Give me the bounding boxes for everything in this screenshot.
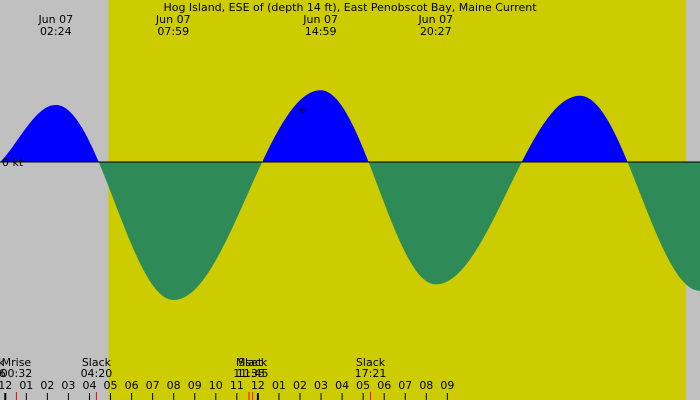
hour-label-1: 12	[0, 379, 12, 392]
hour-label-3: 02	[40, 379, 54, 392]
hour-label-12: 11	[230, 379, 244, 392]
flood-area-5	[522, 95, 628, 162]
hour-label-7: 06	[125, 379, 139, 392]
peak-time-1: 07:59	[157, 25, 189, 38]
event-name-0: Slack	[0, 356, 5, 369]
hour-label-20: 07	[398, 379, 412, 392]
current-time-marker: +	[297, 104, 306, 117]
hour-label-6: 05	[104, 379, 118, 392]
event-name-4: Slack	[238, 356, 268, 369]
hour-label-2: 01	[19, 379, 33, 392]
hour-label-13: 12	[251, 379, 265, 392]
event-name-3: Mset	[236, 356, 263, 369]
hour-label-15: 02	[293, 379, 307, 392]
ebb-area-4	[369, 162, 522, 285]
hour-label-10: 09	[188, 379, 202, 392]
event-name-5: Slack	[356, 356, 386, 369]
event-time-1: 00:32	[1, 367, 33, 380]
peak-time-2: 14:59	[305, 25, 337, 38]
event-time-0: 23:16	[0, 367, 6, 380]
flood-area-3	[263, 90, 369, 162]
ebb-area-6	[628, 162, 700, 291]
peak-date-0: Jun 07	[37, 13, 73, 26]
hour-label-16: 03	[314, 379, 328, 392]
event-labels: Slack23:16Mrise00:32Slack04:20Mset11:35S…	[0, 356, 386, 400]
hour-label-17: 04	[335, 379, 349, 392]
hour-label-22: 09	[440, 379, 454, 392]
event-time-5: 17:21	[355, 367, 387, 380]
flood-area-1	[1, 105, 99, 162]
hour-label-4: 03	[61, 379, 75, 392]
peak-date-2: Jun 07	[302, 13, 338, 26]
peak-date-3: Jun 07	[417, 13, 453, 26]
hour-label-14: 01	[272, 379, 286, 392]
chart-title: Hog Island, ESE of (depth 14 ft), East P…	[163, 1, 537, 14]
peak-time-0: 02:24	[40, 25, 72, 38]
event-time-3: 11:35	[233, 367, 265, 380]
event-time-2: 04:20	[81, 367, 113, 380]
event-name-2: Slack	[82, 356, 112, 369]
hour-label-19: 06	[377, 379, 391, 392]
hour-label-21: 08	[419, 379, 433, 392]
hour-axis: 1112010203040506070809101112010203040506…	[0, 379, 454, 400]
hour-label-8: 07	[146, 379, 160, 392]
ebb-area-2	[99, 162, 263, 300]
hour-label-5: 04	[82, 379, 96, 392]
hour-label-18: 05	[356, 379, 370, 392]
peak-date-1: Jun 07	[155, 13, 191, 26]
peak-time-3: 20:27	[420, 25, 452, 38]
current-curve	[0, 90, 700, 300]
hour-label-11: 10	[209, 379, 223, 392]
zero-label: 0 kt	[2, 156, 24, 169]
hour-label-9: 08	[167, 379, 181, 392]
event-time-4: 11:45	[237, 367, 269, 380]
event-name-1: Mrise	[2, 356, 32, 369]
